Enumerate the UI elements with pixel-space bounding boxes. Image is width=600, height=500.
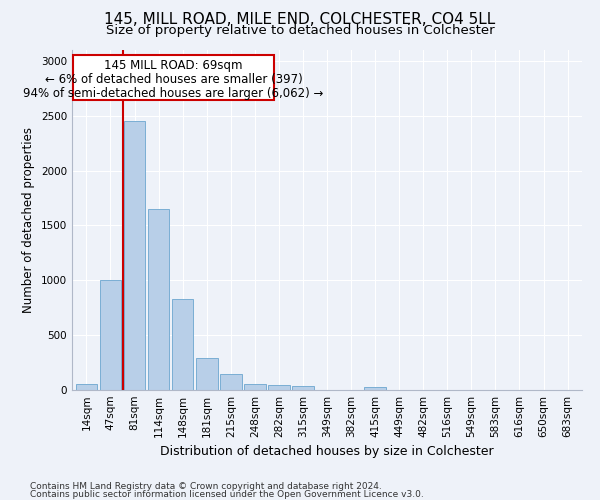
Text: Contains HM Land Registry data © Crown copyright and database right 2024.: Contains HM Land Registry data © Crown c… (30, 482, 382, 491)
Bar (220, 374, 242, 390)
Text: 145 MILL ROAD: 69sqm: 145 MILL ROAD: 69sqm (104, 60, 243, 72)
Bar (292, 386, 314, 390)
Bar (196, 358, 218, 390)
Text: Contains public sector information licensed under the Open Government Licence v3: Contains public sector information licen… (30, 490, 424, 499)
Bar (73, 55, 274, 100)
Bar (268, 384, 290, 390)
X-axis label: Distribution of detached houses by size in Colchester: Distribution of detached houses by size … (160, 446, 494, 458)
Bar (148, 209, 169, 390)
Bar (364, 388, 386, 390)
Bar (100, 280, 121, 390)
Text: Size of property relative to detached houses in Colchester: Size of property relative to detached ho… (106, 24, 494, 37)
Bar (76, 384, 97, 390)
Text: 145, MILL ROAD, MILE END, COLCHESTER, CO4 5LL: 145, MILL ROAD, MILE END, COLCHESTER, CO… (104, 12, 496, 28)
Text: ← 6% of detached houses are smaller (397): ← 6% of detached houses are smaller (397… (45, 73, 302, 86)
Bar (124, 122, 145, 390)
Text: 94% of semi-detached houses are larger (6,062) →: 94% of semi-detached houses are larger (… (23, 86, 324, 100)
Bar (172, 299, 193, 390)
Y-axis label: Number of detached properties: Number of detached properties (22, 127, 35, 313)
Bar (244, 384, 266, 390)
